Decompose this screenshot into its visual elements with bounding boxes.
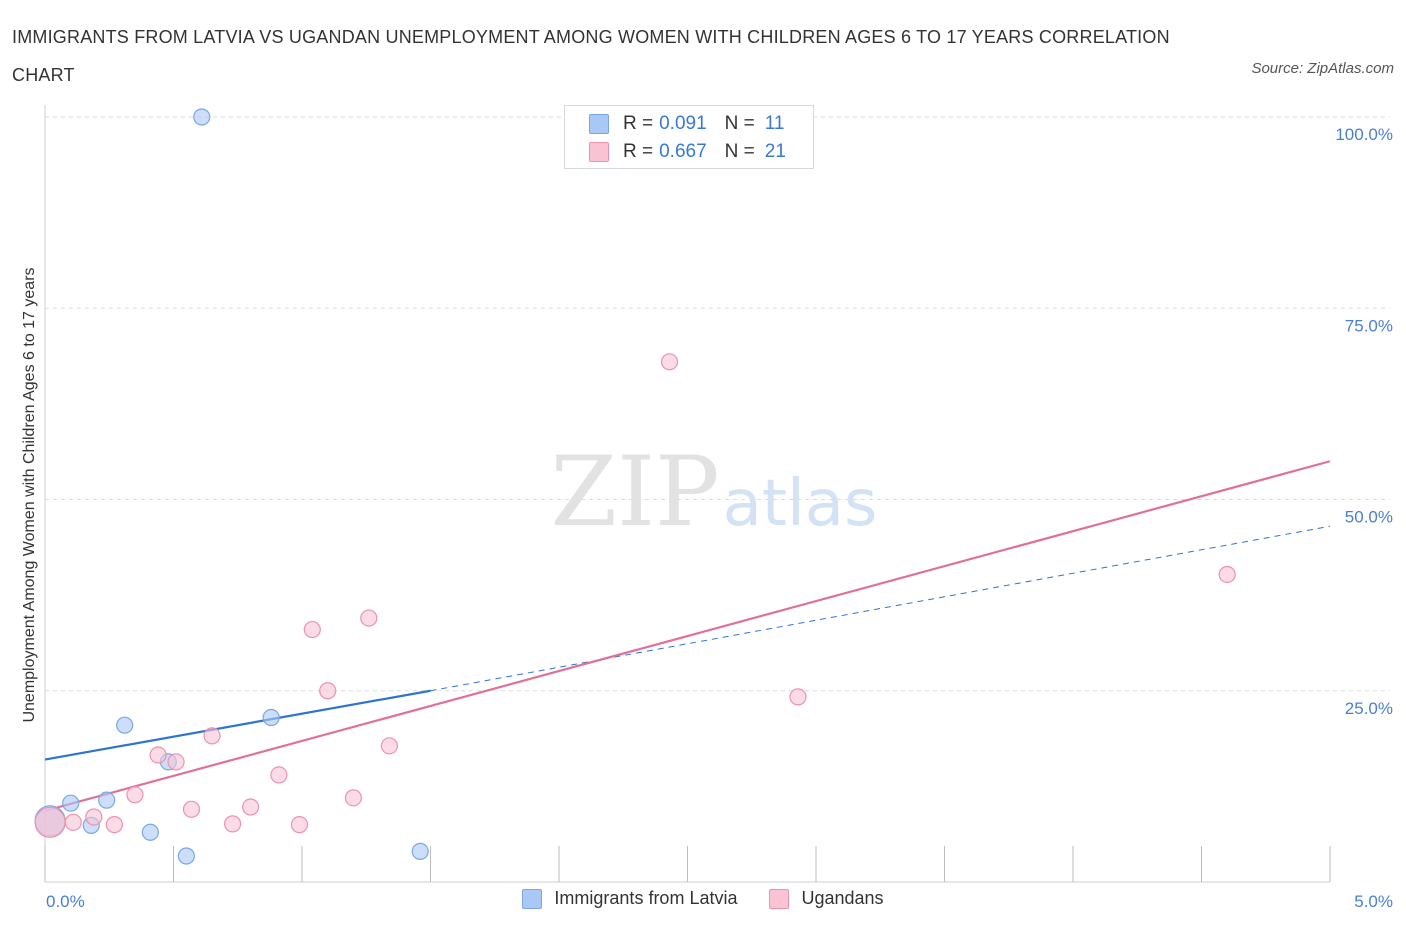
legend-row-latvia: R = 0.091 N = 11 <box>589 110 785 138</box>
source-label: Source: ZipAtlas.com <box>1251 60 1394 77</box>
data-point-latvia <box>62 794 80 812</box>
legend: R = 0.091 N = 11 R = 0.667 N = 21 <box>564 105 814 169</box>
axes <box>44 105 1331 883</box>
legend-n-value: 21 <box>764 141 786 162</box>
data-point-ugandans <box>34 806 66 838</box>
data-point-ugandans <box>270 766 288 784</box>
data-point-ugandans <box>242 798 260 816</box>
data-point-ugandans <box>303 620 321 639</box>
data-point-ugandans <box>105 816 123 834</box>
data-point-ugandans <box>182 800 201 818</box>
legend-r-value: 0.091 <box>659 113 707 134</box>
bottom-legend-label-latvia: Immigrants from Latvia <box>554 888 738 908</box>
bottom-legend-swatch-latvia <box>522 888 543 909</box>
legend-n-label: N = <box>724 141 755 162</box>
watermark-zip: ZIP <box>550 436 719 548</box>
data-point-ugandans <box>380 737 398 755</box>
data-point-ugandans <box>224 815 242 833</box>
trend-line-latvia-extension <box>430 525 1331 692</box>
legend-r-label: R = <box>623 141 654 162</box>
data-point-ugandans <box>290 816 309 834</box>
legend-swatch-latvia <box>589 114 609 134</box>
legend-row-ugandans: R = 0.667 N = 21 <box>589 138 786 166</box>
data-point-latvia <box>411 842 429 861</box>
data-point-latvia <box>262 708 280 727</box>
y-tick-label: 50.0% <box>1345 508 1393 527</box>
bottom-legend-label-ugandans: Ugandans <box>801 888 884 908</box>
data-point-latvia <box>193 108 211 126</box>
data-point-ugandans <box>149 746 167 764</box>
y-axis-title: Unemployment Among Women with Children A… <box>21 267 38 722</box>
data-point-ugandans <box>789 688 807 706</box>
y-tick-labels: 25.0% 50.0% 75.0% 100.0% <box>1335 125 1393 718</box>
data-point-ugandans <box>85 808 103 826</box>
legend-swatch-ugandans <box>589 142 609 162</box>
bottom-legend-latvia: Immigrants from Latvia <box>522 888 737 909</box>
data-point-ugandans <box>126 786 144 804</box>
y-tick-label: 25.0% <box>1345 699 1393 718</box>
bottom-legend-ugandans: Ugandans <box>769 888 884 909</box>
bottom-legend-swatch-ugandans <box>769 888 790 909</box>
legend-r-value: 0.667 <box>659 141 707 162</box>
bottom-legend: Immigrants from Latvia Ugandans <box>0 888 1406 909</box>
data-point-ugandans <box>319 682 337 700</box>
x-tick-labels: 0.0% 5.0% <box>46 892 1393 911</box>
x-tick-label: 5.0% <box>1354 892 1393 911</box>
data-point-ugandans <box>660 353 679 371</box>
watermark: ZIP atlas <box>550 436 877 548</box>
data-point-ugandans <box>167 753 185 771</box>
data-point-latvia <box>98 791 116 809</box>
legend-n-value: 11 <box>764 113 785 134</box>
data-point-latvia <box>116 716 134 734</box>
data-point-latvia <box>141 823 159 841</box>
y-tick-label: 75.0% <box>1345 316 1393 335</box>
x-tick-label: 0.0% <box>46 892 85 911</box>
data-point-ugandans <box>1218 565 1236 584</box>
data-point-ugandans <box>344 789 362 807</box>
data-point-ugandans <box>203 727 221 745</box>
watermark-atlas: atlas <box>723 467 878 541</box>
grid-lines <box>45 116 1390 692</box>
data-points <box>34 108 1236 865</box>
legend-r-label: R = <box>623 113 654 134</box>
data-point-latvia <box>177 847 195 865</box>
chart-title: IMMIGRANTS FROM LATVIA VS UGANDAN UNEMPL… <box>12 27 1170 85</box>
trend-line-latvia <box>44 689 431 761</box>
data-point-ugandans <box>360 609 378 627</box>
data-point-ugandans <box>64 813 82 831</box>
trend-line-ugandans <box>44 460 1331 812</box>
y-tick-label: 100.0% <box>1335 125 1393 144</box>
legend-n-label: N = <box>724 113 755 134</box>
trend-lines <box>44 460 1331 812</box>
